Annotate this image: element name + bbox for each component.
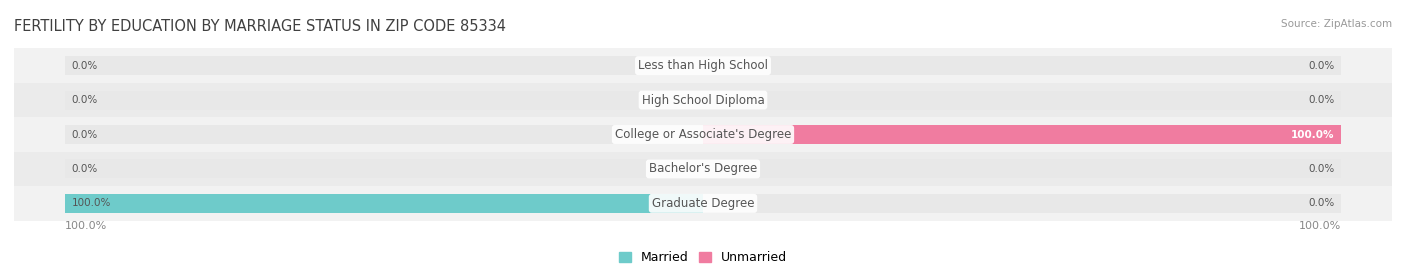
Bar bbox=[703, 125, 1341, 144]
Text: 100.0%: 100.0% bbox=[1299, 221, 1341, 231]
Bar bbox=[703, 194, 1341, 213]
Bar bbox=[65, 91, 703, 109]
Text: High School Diploma: High School Diploma bbox=[641, 94, 765, 107]
Bar bbox=[703, 91, 1341, 109]
Bar bbox=[703, 160, 1341, 178]
Text: 0.0%: 0.0% bbox=[72, 129, 98, 140]
Text: 0.0%: 0.0% bbox=[72, 95, 98, 105]
Text: 0.0%: 0.0% bbox=[1308, 61, 1334, 71]
Legend: Married, Unmarried: Married, Unmarried bbox=[613, 246, 793, 269]
Text: 100.0%: 100.0% bbox=[1291, 129, 1334, 140]
Text: 0.0%: 0.0% bbox=[72, 61, 98, 71]
Bar bbox=[65, 125, 703, 144]
Text: Source: ZipAtlas.com: Source: ZipAtlas.com bbox=[1281, 19, 1392, 29]
Bar bbox=[65, 56, 703, 75]
Text: 0.0%: 0.0% bbox=[1308, 198, 1334, 208]
Text: Graduate Degree: Graduate Degree bbox=[652, 197, 754, 210]
Bar bbox=[14, 117, 1392, 152]
Text: 0.0%: 0.0% bbox=[72, 164, 98, 174]
Text: Bachelor's Degree: Bachelor's Degree bbox=[650, 162, 756, 175]
Bar bbox=[14, 48, 1392, 83]
Bar bbox=[65, 194, 703, 213]
Bar bbox=[703, 125, 1341, 144]
Text: FERTILITY BY EDUCATION BY MARRIAGE STATUS IN ZIP CODE 85334: FERTILITY BY EDUCATION BY MARRIAGE STATU… bbox=[14, 19, 506, 34]
Bar bbox=[703, 56, 1341, 75]
Bar bbox=[14, 83, 1392, 117]
Bar bbox=[65, 160, 703, 178]
Bar bbox=[14, 152, 1392, 186]
Text: 100.0%: 100.0% bbox=[72, 198, 111, 208]
Bar bbox=[65, 194, 703, 213]
Text: 100.0%: 100.0% bbox=[65, 221, 107, 231]
Bar bbox=[14, 186, 1392, 221]
Text: 0.0%: 0.0% bbox=[1308, 164, 1334, 174]
Text: College or Associate's Degree: College or Associate's Degree bbox=[614, 128, 792, 141]
Text: 0.0%: 0.0% bbox=[1308, 95, 1334, 105]
Text: Less than High School: Less than High School bbox=[638, 59, 768, 72]
